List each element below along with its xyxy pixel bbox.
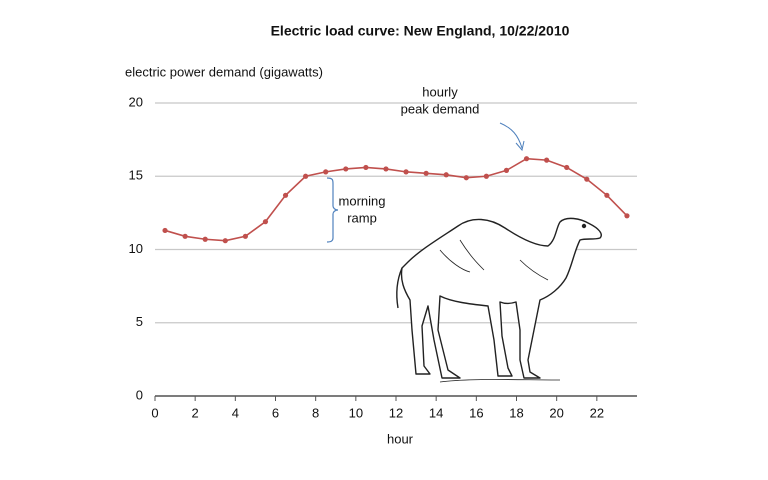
- point: [323, 169, 329, 175]
- annotation: ramp: [347, 210, 377, 225]
- point: [604, 192, 610, 198]
- x-tick-label: 10: [349, 405, 363, 420]
- point: [423, 170, 429, 176]
- annotations: hourly peak demand morning ramp: [326, 84, 525, 243]
- point: [262, 219, 269, 225]
- point: [162, 227, 168, 234]
- x-tick-label: 12: [389, 405, 403, 420]
- y-tick-label: 15: [129, 168, 143, 183]
- point: [584, 176, 590, 182]
- x-tick-label: 18: [509, 405, 523, 420]
- point: [282, 192, 289, 198]
- annotation: morning: [339, 193, 386, 208]
- x-tick-label: 16: [469, 405, 483, 420]
- annotation: peak demand: [401, 101, 480, 116]
- y-axis-label: electric power demand (gigawatts): [125, 64, 323, 79]
- y-tick-label: 20: [129, 94, 143, 109]
- annotation-bracket: [326, 177, 339, 243]
- x-tick-label: 6: [272, 405, 279, 420]
- point: [182, 233, 188, 239]
- annotation-arrow: [499, 122, 523, 149]
- x-tick-label: 22: [590, 405, 604, 420]
- point: [624, 213, 630, 219]
- point: [443, 172, 449, 178]
- point: [343, 166, 349, 172]
- chart-title: Electric load curve: New England, 10/22/…: [271, 23, 570, 39]
- point: [242, 233, 248, 239]
- y-tick-label: 0: [136, 387, 143, 402]
- point: [363, 164, 369, 171]
- x-axis-label: hour: [387, 431, 414, 446]
- point: [544, 157, 550, 163]
- point: [202, 236, 208, 242]
- x-tick-label: 20: [549, 405, 563, 420]
- annotation-arrowhead: [515, 140, 525, 152]
- point: [503, 167, 510, 173]
- point: [383, 166, 389, 172]
- x-tick-label: 8: [312, 405, 319, 420]
- annotation: hourly: [422, 84, 458, 99]
- camel-illustration: [396, 217, 602, 383]
- point: [483, 173, 489, 179]
- x-tick-label: 14: [429, 405, 443, 420]
- line: [164, 157, 628, 242]
- x-tick-label: 4: [232, 405, 239, 420]
- point: [222, 238, 228, 244]
- x-tick-label: 2: [192, 405, 199, 420]
- point: [564, 164, 570, 171]
- y-tick-label: 10: [129, 241, 143, 256]
- point: [403, 169, 409, 175]
- y-tick-label: 5: [136, 314, 143, 329]
- point: [463, 175, 469, 181]
- x-tick-label: 0: [151, 405, 158, 420]
- point: [523, 156, 530, 162]
- point: [303, 173, 309, 179]
